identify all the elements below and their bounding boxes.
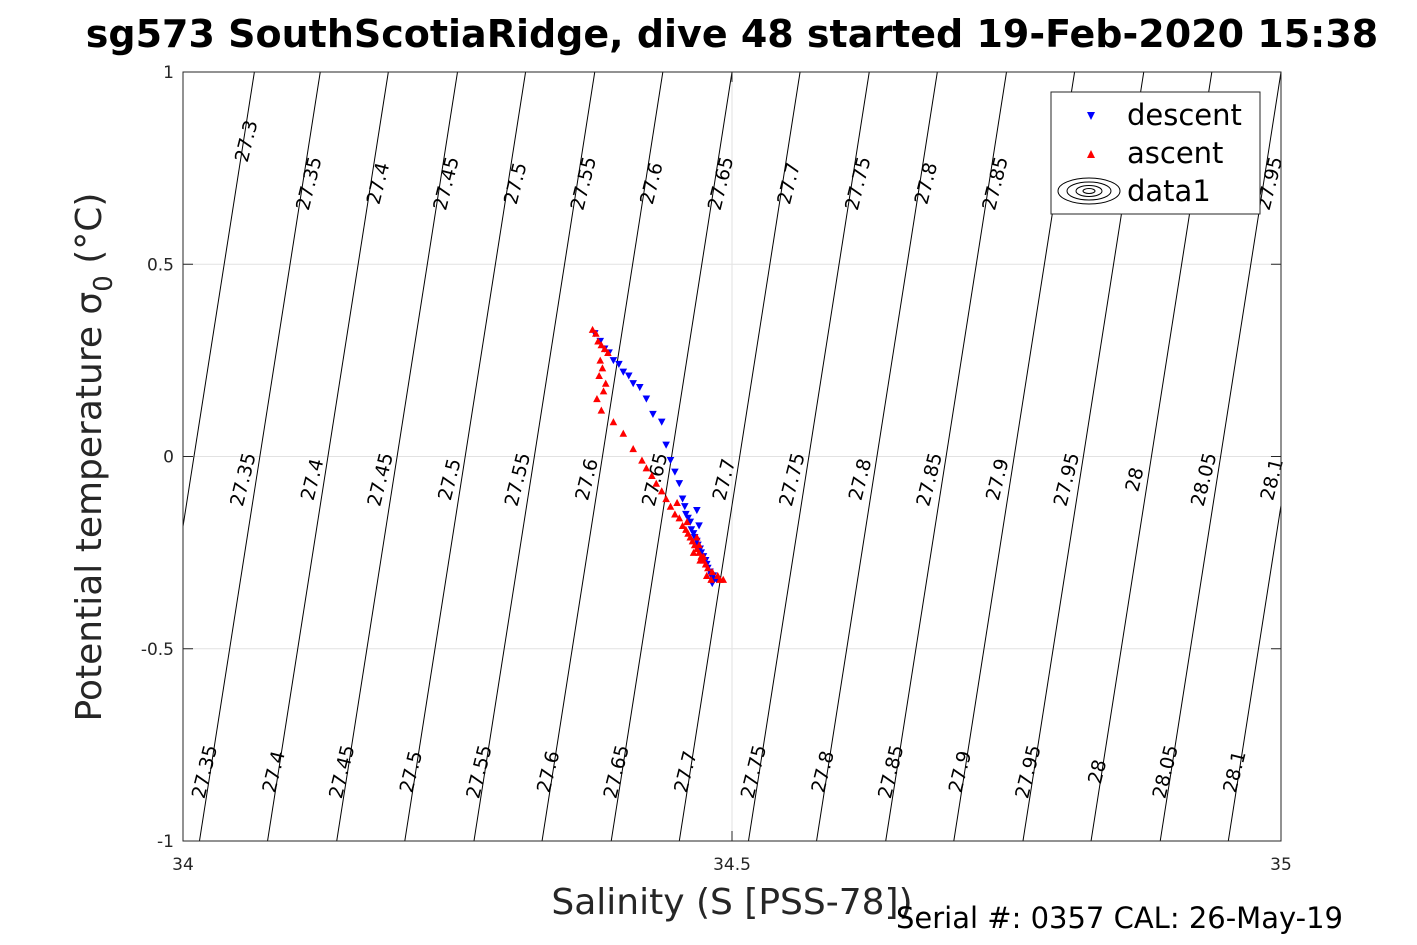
contour-line [541, 72, 664, 841]
descent-point [666, 457, 675, 465]
contour-line [1159, 72, 1281, 841]
y-axis-label: Potential temperature σ0 (°C) [69, 193, 119, 722]
legend-data1-label: data1 [1127, 174, 1211, 208]
descent-point [657, 418, 666, 426]
ascent-point [594, 337, 602, 345]
y-tick-label: 0.5 [147, 255, 174, 275]
legend: descent ascent data1 [1050, 91, 1261, 215]
contour-line [885, 72, 1007, 841]
ascent-point [704, 564, 712, 572]
y-axis-label-main: Potential temperature σ [69, 292, 110, 722]
descent-point [629, 380, 637, 388]
contour-line [1227, 502, 1281, 841]
contour-line [678, 72, 801, 841]
descent-point [624, 372, 633, 380]
legend-descent-marker [1087, 112, 1095, 120]
ascent-point [652, 479, 661, 487]
ascent-point [588, 325, 597, 333]
ascent-point [597, 341, 606, 349]
descent-point [609, 357, 618, 365]
y-tick-label: -0.5 [141, 640, 174, 660]
contour-line [816, 72, 938, 841]
ascent-point [638, 456, 646, 464]
ascent-point [600, 345, 609, 353]
ascent-point [699, 552, 708, 560]
descent-point [695, 522, 703, 530]
contour-line [336, 72, 458, 841]
ascent-point [689, 548, 698, 556]
descent-point [693, 507, 701, 515]
descent-point [619, 368, 628, 376]
ascent-point [675, 514, 684, 522]
descent-point [615, 360, 623, 369]
ascent-point [662, 494, 670, 503]
ascent-point [598, 364, 607, 372]
legend-ascent-label: ascent [1127, 136, 1223, 170]
descent-point [642, 395, 651, 403]
ascent-point [592, 329, 600, 337]
contour-line [404, 72, 527, 841]
descent-point [682, 510, 690, 518]
contour-line [183, 72, 255, 530]
ascent-point [716, 575, 724, 583]
ascent-point [604, 348, 612, 356]
scatter-points [588, 325, 728, 588]
descent-point [671, 468, 679, 476]
ascent-point [597, 406, 606, 414]
y-tick-label: 1 [163, 63, 174, 83]
ascent-point [657, 487, 666, 495]
legend-descent-label: descent [1127, 98, 1242, 132]
x-tick-label: 34 [172, 855, 194, 875]
y-axis-label-unit: (°C) [69, 193, 110, 276]
descent-point [684, 514, 692, 522]
serial-cal-text: Serial #: 0357 CAL: 26-May-19 [896, 901, 1343, 935]
descent-point [678, 495, 687, 503]
ascent-point [596, 356, 605, 364]
ascent-point [708, 568, 717, 576]
ascent-point [666, 502, 675, 510]
contour-line [198, 72, 321, 841]
legend-ascent-marker [1087, 150, 1095, 158]
y-tick-label: 0 [163, 448, 174, 468]
x-axis-label: Salinity (S [PSS-78]) [551, 882, 912, 923]
descent-point [686, 518, 695, 526]
ascent-point [678, 521, 687, 530]
descent-point [689, 530, 698, 538]
ascent-point [619, 429, 628, 437]
ascent-point [693, 533, 701, 541]
ascent-point [695, 541, 703, 549]
x-tick-label: 35 [1270, 855, 1292, 875]
legend-contour-icon [1057, 177, 1121, 205]
contour-line [267, 72, 389, 841]
ascent-point [696, 556, 704, 564]
y-axis-label-subscript: 0 [89, 275, 119, 292]
y-tick-label: -1 [157, 832, 174, 852]
axes: 34 34.5 35 -1 -0.5 0 0.5 1 [141, 63, 1292, 875]
ascent-point [683, 518, 691, 526]
x-tick-label: 34.5 [713, 855, 751, 875]
contour-line [610, 72, 733, 841]
descent-point [649, 410, 657, 419]
descent-point [662, 441, 670, 449]
ascent-point [707, 575, 715, 583]
ascent-point [642, 464, 651, 472]
ascent-point [648, 471, 656, 480]
contour-line [473, 72, 596, 841]
ascent-point [601, 379, 610, 387]
ascent-point [595, 371, 603, 380]
descent-point [635, 383, 644, 392]
ascent-point [629, 445, 637, 453]
ascent-point [593, 395, 601, 403]
descent-point [680, 503, 689, 511]
ascent-point [671, 510, 679, 518]
ascent-point [599, 387, 608, 395]
ascent-point [673, 498, 681, 506]
ascent-point [702, 571, 711, 579]
contour-line [747, 72, 870, 841]
ascent-point [609, 418, 618, 426]
descent-point [675, 480, 684, 488]
chart-title: sg573 SouthScotiaRidge, dive 48 started … [86, 12, 1378, 56]
descent-point [687, 526, 696, 534]
